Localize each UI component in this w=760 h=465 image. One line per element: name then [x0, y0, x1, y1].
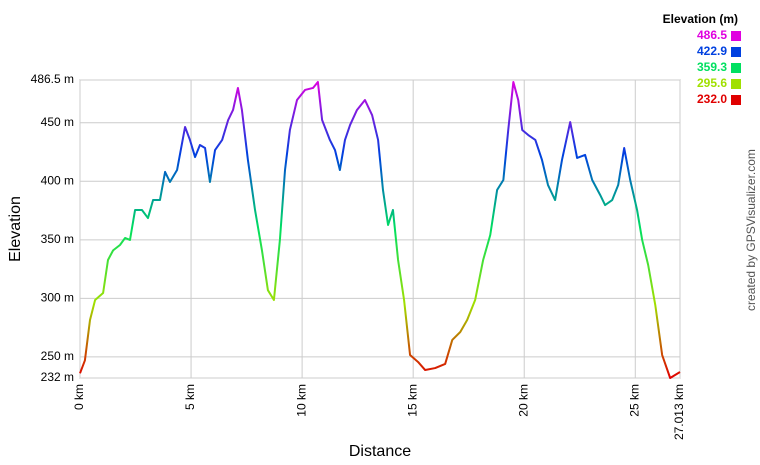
legend-label: 295.6 [697, 76, 727, 90]
legend-title: Elevation (m) [663, 12, 738, 26]
x-tick-label: 0 km [72, 384, 86, 410]
legend-swatch [731, 63, 741, 73]
legend-swatch [731, 79, 741, 89]
legend-label: 232.0 [697, 92, 727, 106]
y-tick-label: 450 m [41, 115, 74, 129]
x-tick-label: 25 km [627, 384, 641, 417]
credit: created by GPSVisualizer.com [744, 149, 758, 311]
legend-swatch [731, 95, 741, 105]
x-tick-label: 27.013 km [672, 384, 686, 440]
legend-label: 486.5 [697, 28, 727, 42]
x-tick-label: 20 km [516, 384, 530, 417]
x-tick-label: 5 km [183, 384, 197, 410]
plot-area [79, 79, 681, 379]
y-tick-label: 232 m [41, 370, 74, 384]
legend-swatch [731, 47, 741, 57]
y-tick-label: 400 m [41, 173, 74, 187]
x-tick-label: 15 km [405, 384, 419, 417]
x-tick-label: 10 km [294, 384, 308, 417]
legend-swatch [731, 31, 741, 41]
y-axis-title: Elevation [7, 196, 24, 262]
y-tick-label: 300 m [41, 291, 74, 305]
legend-label: 359.3 [697, 60, 727, 74]
y-tick-label: 350 m [41, 232, 74, 246]
legend-label: 422.9 [697, 44, 727, 58]
elevation-line [79, 80, 681, 379]
x-axis-title: Distance [349, 443, 411, 460]
y-tick-label: 486.5 m [31, 72, 74, 86]
y-tick-label: 250 m [41, 349, 74, 363]
